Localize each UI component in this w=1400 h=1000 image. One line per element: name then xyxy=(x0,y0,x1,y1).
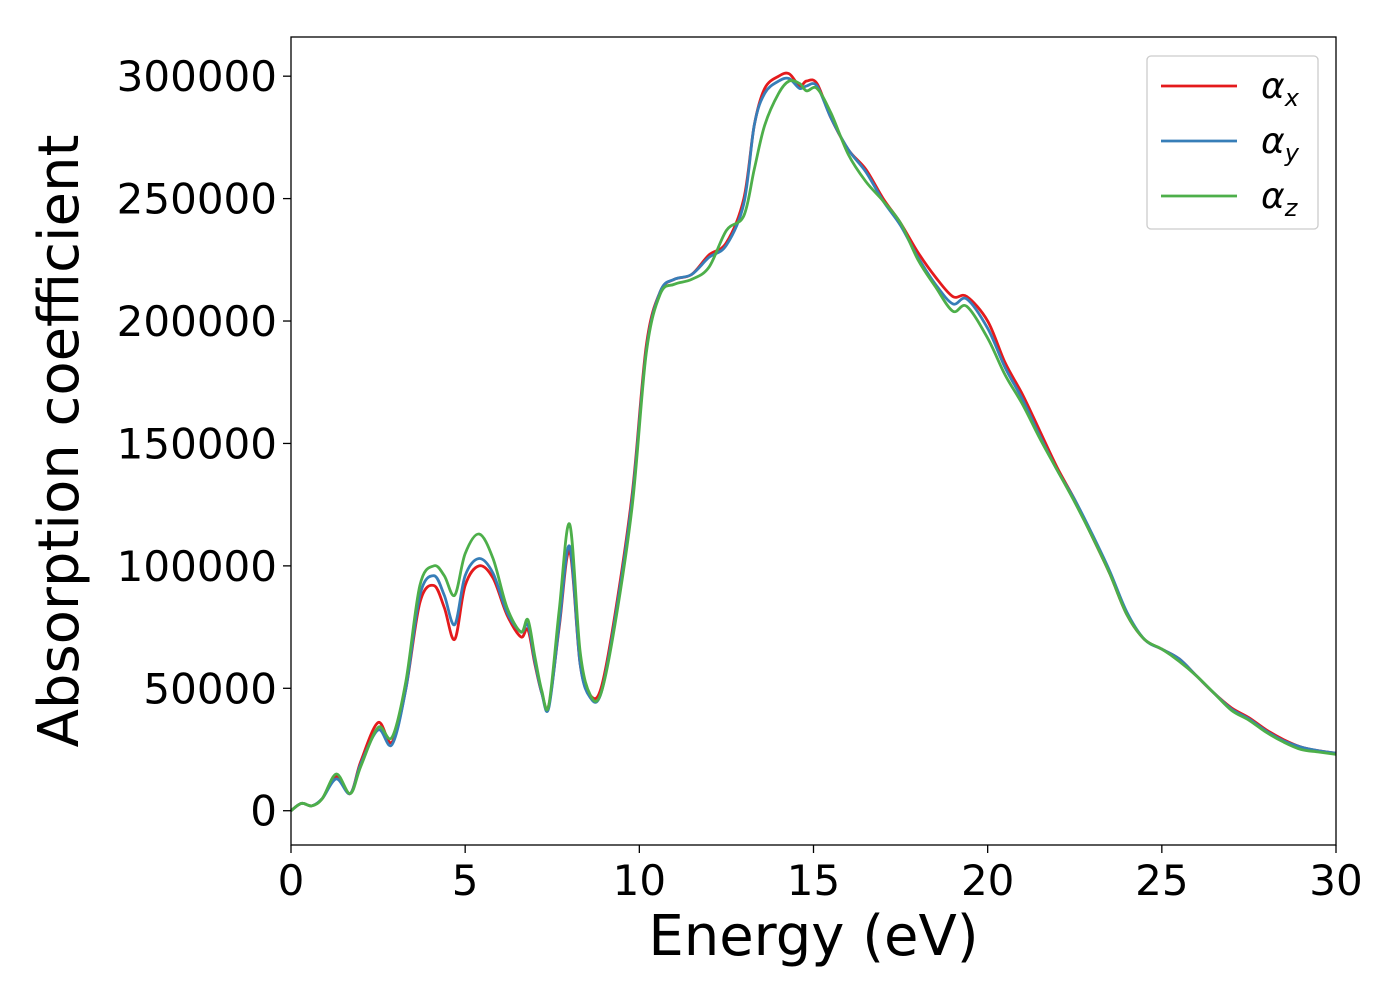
y-tick-label: 100000 xyxy=(117,542,277,591)
x-tick-label: 20 xyxy=(961,856,1014,905)
x-tick-label: 0 xyxy=(278,856,305,905)
x-axis-ticks: 0 5 10 15 20 25 30 xyxy=(278,845,1363,905)
y-tick-label: 0 xyxy=(250,787,277,836)
x-tick-label: 30 xyxy=(1309,856,1362,905)
legend-label-z: αz xyxy=(1261,176,1299,222)
series-line-z xyxy=(290,79,1337,812)
y-tick-label: 300000 xyxy=(117,52,277,101)
legend-label-y: αy xyxy=(1261,121,1300,167)
y-axis-ticks: 0 50000 100000 150000 200000 250000 300000 xyxy=(117,52,291,836)
x-tick-label: 10 xyxy=(613,856,666,905)
x-tick-label: 25 xyxy=(1135,856,1188,905)
y-tick-label: 50000 xyxy=(143,664,277,713)
series-layer xyxy=(290,71,1337,812)
x-axis-title: Energy (eV) xyxy=(648,904,978,969)
legend-box xyxy=(1146,55,1319,230)
legend: αx αy αz xyxy=(1146,55,1319,230)
y-tick-label: 150000 xyxy=(117,419,277,468)
x-tick-label: 5 xyxy=(452,856,479,905)
y-tick-label: 250000 xyxy=(117,175,277,224)
y-axis-title: Absorption coefficient xyxy=(27,135,92,748)
legend-label-x: αx xyxy=(1261,66,1300,112)
x-tick-label: 15 xyxy=(787,856,840,905)
y-tick-label: 200000 xyxy=(117,297,277,346)
